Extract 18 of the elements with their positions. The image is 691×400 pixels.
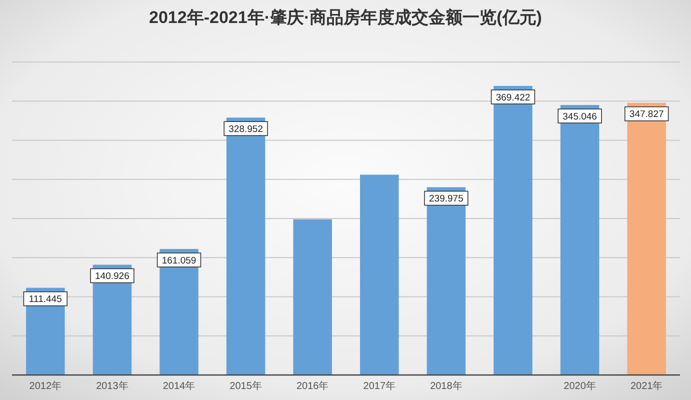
data-label: 111.445 (28, 294, 62, 306)
x-tick-label: 2020年 (564, 380, 596, 392)
data-label: 347.827 (629, 109, 664, 120)
x-tick-label: 2018年 (430, 380, 462, 392)
x-tick-label: 2016年 (296, 380, 329, 392)
x-tick-label: 2012年 (29, 380, 62, 392)
data-label: 345.046 (562, 111, 597, 122)
data-label: 140.926 (95, 271, 130, 282)
data-label: 239.975 (429, 194, 464, 205)
data-label: 328.952 (228, 124, 263, 135)
x-tick-label: 2014年 (162, 380, 196, 392)
data-label: 369.422 (496, 92, 530, 104)
x-tick-label: 2017年 (363, 380, 396, 392)
x-tick-label: 2013年 (96, 380, 128, 392)
x-tick-label: 2021年 (630, 380, 663, 392)
data-label: 161.059 (162, 255, 196, 266)
x-tick-label: 2015年 (230, 380, 262, 392)
chart-title: 2012年-2021年·肇庆·商品房年度成交金额一览(亿元) (149, 8, 542, 27)
